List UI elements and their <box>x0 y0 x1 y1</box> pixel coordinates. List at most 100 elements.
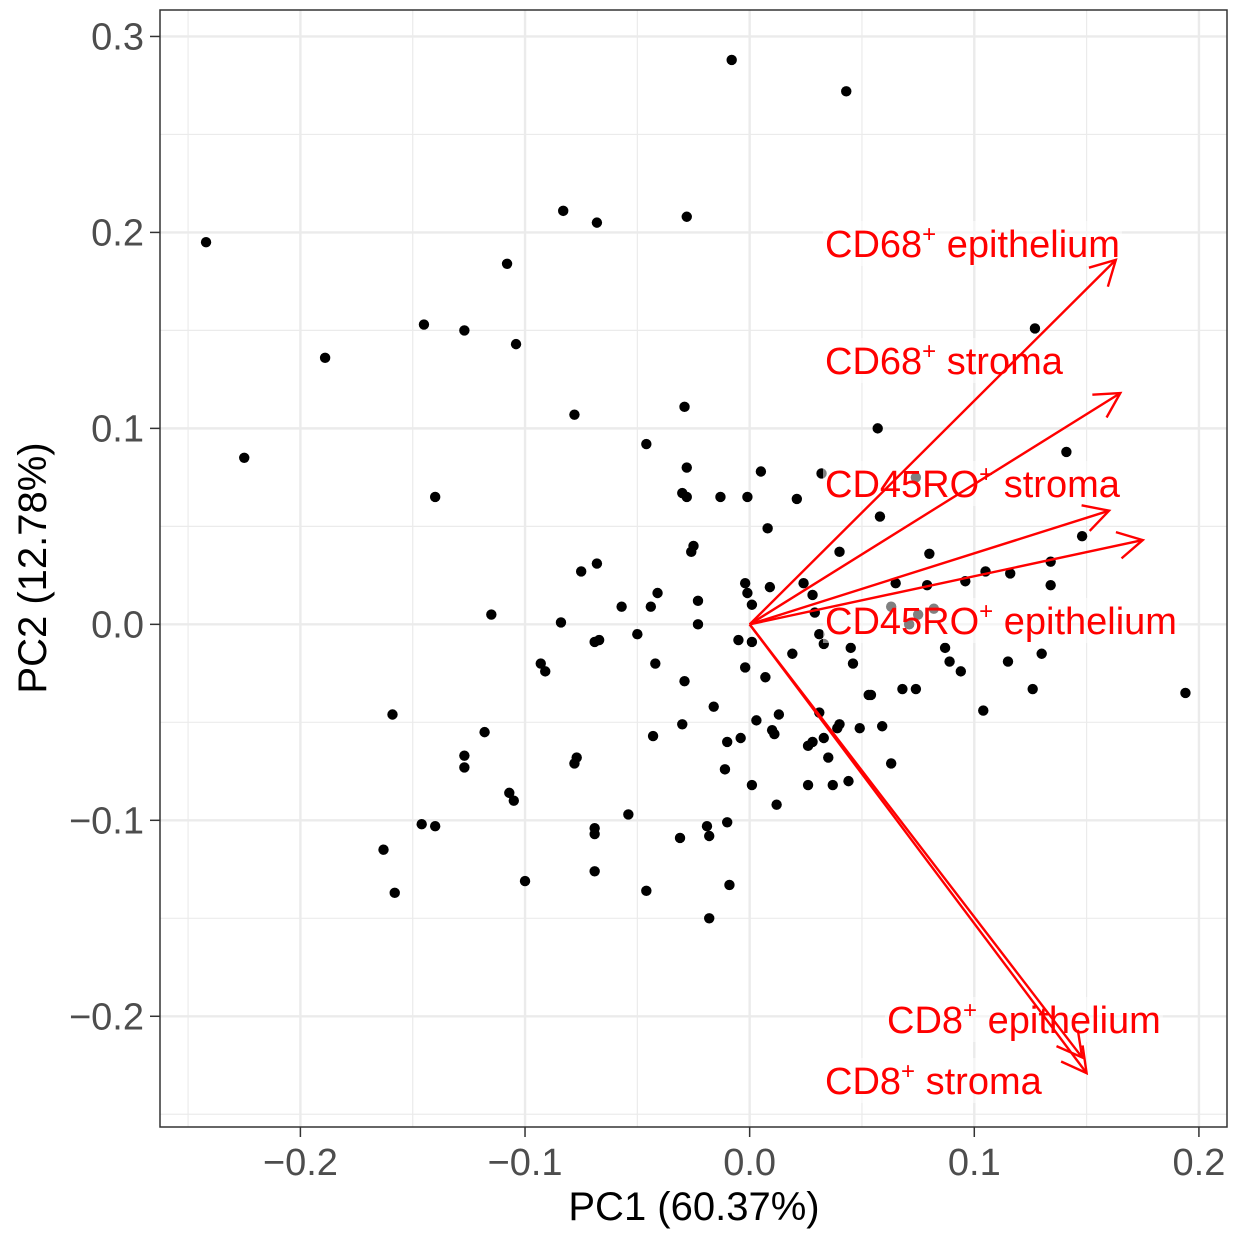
data-point <box>501 258 513 269</box>
loading-label-marker: CD68 <box>825 224 922 266</box>
loading-label-marker: CD68 <box>825 341 922 383</box>
data-point <box>389 887 400 899</box>
loading-label: CD68+ epithelium <box>825 221 1120 266</box>
data-point <box>677 719 688 730</box>
loading-arrow-shaft <box>749 509 1110 626</box>
x-tick-label: −0.2 <box>263 1142 338 1184</box>
y-tick-label: 0.1 <box>91 408 144 450</box>
data-point <box>791 493 803 505</box>
data-point <box>771 799 782 810</box>
data-point <box>589 822 600 834</box>
data-point <box>726 54 737 66</box>
loading-label-superscript: + <box>922 338 936 365</box>
data-point <box>704 830 715 842</box>
x-tick-label: 0.1 <box>948 1142 1001 1184</box>
data-point <box>798 577 809 589</box>
data-point <box>746 599 758 610</box>
loading-arrow-head <box>1081 504 1112 532</box>
data-point <box>721 817 733 828</box>
x-axis: −0.2 −0.1 0.0 0.1 0.2 <box>263 1127 1225 1184</box>
loading-label-superscript: + <box>901 1058 915 1085</box>
data-point <box>739 662 751 673</box>
loading-label-region: epithelium <box>977 1000 1161 1042</box>
data-point <box>416 819 427 830</box>
data-point <box>1029 323 1041 334</box>
loading-label-marker: CD45RO <box>825 464 979 506</box>
data-point <box>1027 683 1038 695</box>
loading-arrow-shaft <box>749 538 1144 626</box>
data-point <box>955 666 967 677</box>
data-point <box>751 715 762 726</box>
y-tick-label: 0.2 <box>91 212 144 254</box>
data-point <box>569 409 580 420</box>
data-point <box>1061 446 1072 458</box>
data-point <box>841 86 852 97</box>
data-point <box>742 491 753 503</box>
data-point <box>681 211 692 222</box>
data-point <box>807 589 818 601</box>
data-point <box>645 601 657 612</box>
loading-label-region: stroma <box>993 464 1121 506</box>
data-point <box>807 736 818 748</box>
data-point <box>885 758 897 769</box>
loading-label-background <box>823 338 1066 383</box>
data-point <box>845 642 856 654</box>
data-point <box>459 762 470 773</box>
data-point <box>591 558 603 569</box>
data-point <box>715 491 726 503</box>
y-tick-label: −0.1 <box>69 800 144 842</box>
data-point <box>200 237 212 248</box>
data-point <box>704 913 715 924</box>
data-point <box>939 642 951 654</box>
data-points <box>200 54 1191 924</box>
data-point <box>1005 568 1016 579</box>
data-point <box>764 581 776 593</box>
loading-arrow-head <box>1092 391 1123 419</box>
loading-arrow-head <box>1115 530 1146 560</box>
data-point <box>679 675 690 687</box>
y-tick-label: 0.3 <box>91 16 144 58</box>
data-point <box>746 636 758 648</box>
loading-label-background <box>823 598 1179 643</box>
loading-label-region: stroma <box>915 1061 1043 1103</box>
data-point <box>1036 648 1047 659</box>
data-point <box>378 844 389 855</box>
loading-arrow-shaft <box>748 259 1117 626</box>
data-point <box>735 732 746 744</box>
data-point <box>571 752 582 763</box>
data-point <box>818 732 829 744</box>
data-point <box>508 795 519 806</box>
data-point <box>854 723 865 734</box>
data-point <box>589 866 600 877</box>
loading-arrow-shaft <box>749 392 1121 626</box>
data-point <box>739 577 751 589</box>
data-point <box>239 452 250 463</box>
data-point <box>897 683 908 695</box>
loading-label-region: epithelium <box>993 601 1177 643</box>
data-point <box>847 658 859 669</box>
data-point <box>429 820 441 832</box>
loading-arrow-head <box>1056 1029 1084 1060</box>
loading-arrow-shaft <box>748 623 1088 1074</box>
loading-label: CD8+ epithelium <box>887 997 1161 1042</box>
data-point <box>802 779 814 791</box>
data-point <box>874 511 886 522</box>
data-point <box>555 617 567 628</box>
data-point <box>944 656 955 667</box>
data-point <box>641 438 652 450</box>
data-point <box>769 728 780 740</box>
y-axis: −0.2 −0.1 0.0 0.1 0.2 0.3 <box>69 16 160 1038</box>
data-point <box>686 546 697 558</box>
data-point <box>708 701 719 712</box>
data-point <box>623 809 634 820</box>
data-point <box>486 609 497 620</box>
data-point <box>387 709 398 720</box>
data-point <box>827 779 838 791</box>
data-point <box>429 491 441 503</box>
data-point <box>1076 530 1088 542</box>
loading-label: CD68+ stroma <box>825 338 1064 383</box>
data-point <box>834 719 845 730</box>
data-point <box>575 566 587 577</box>
data-point <box>1002 656 1014 667</box>
